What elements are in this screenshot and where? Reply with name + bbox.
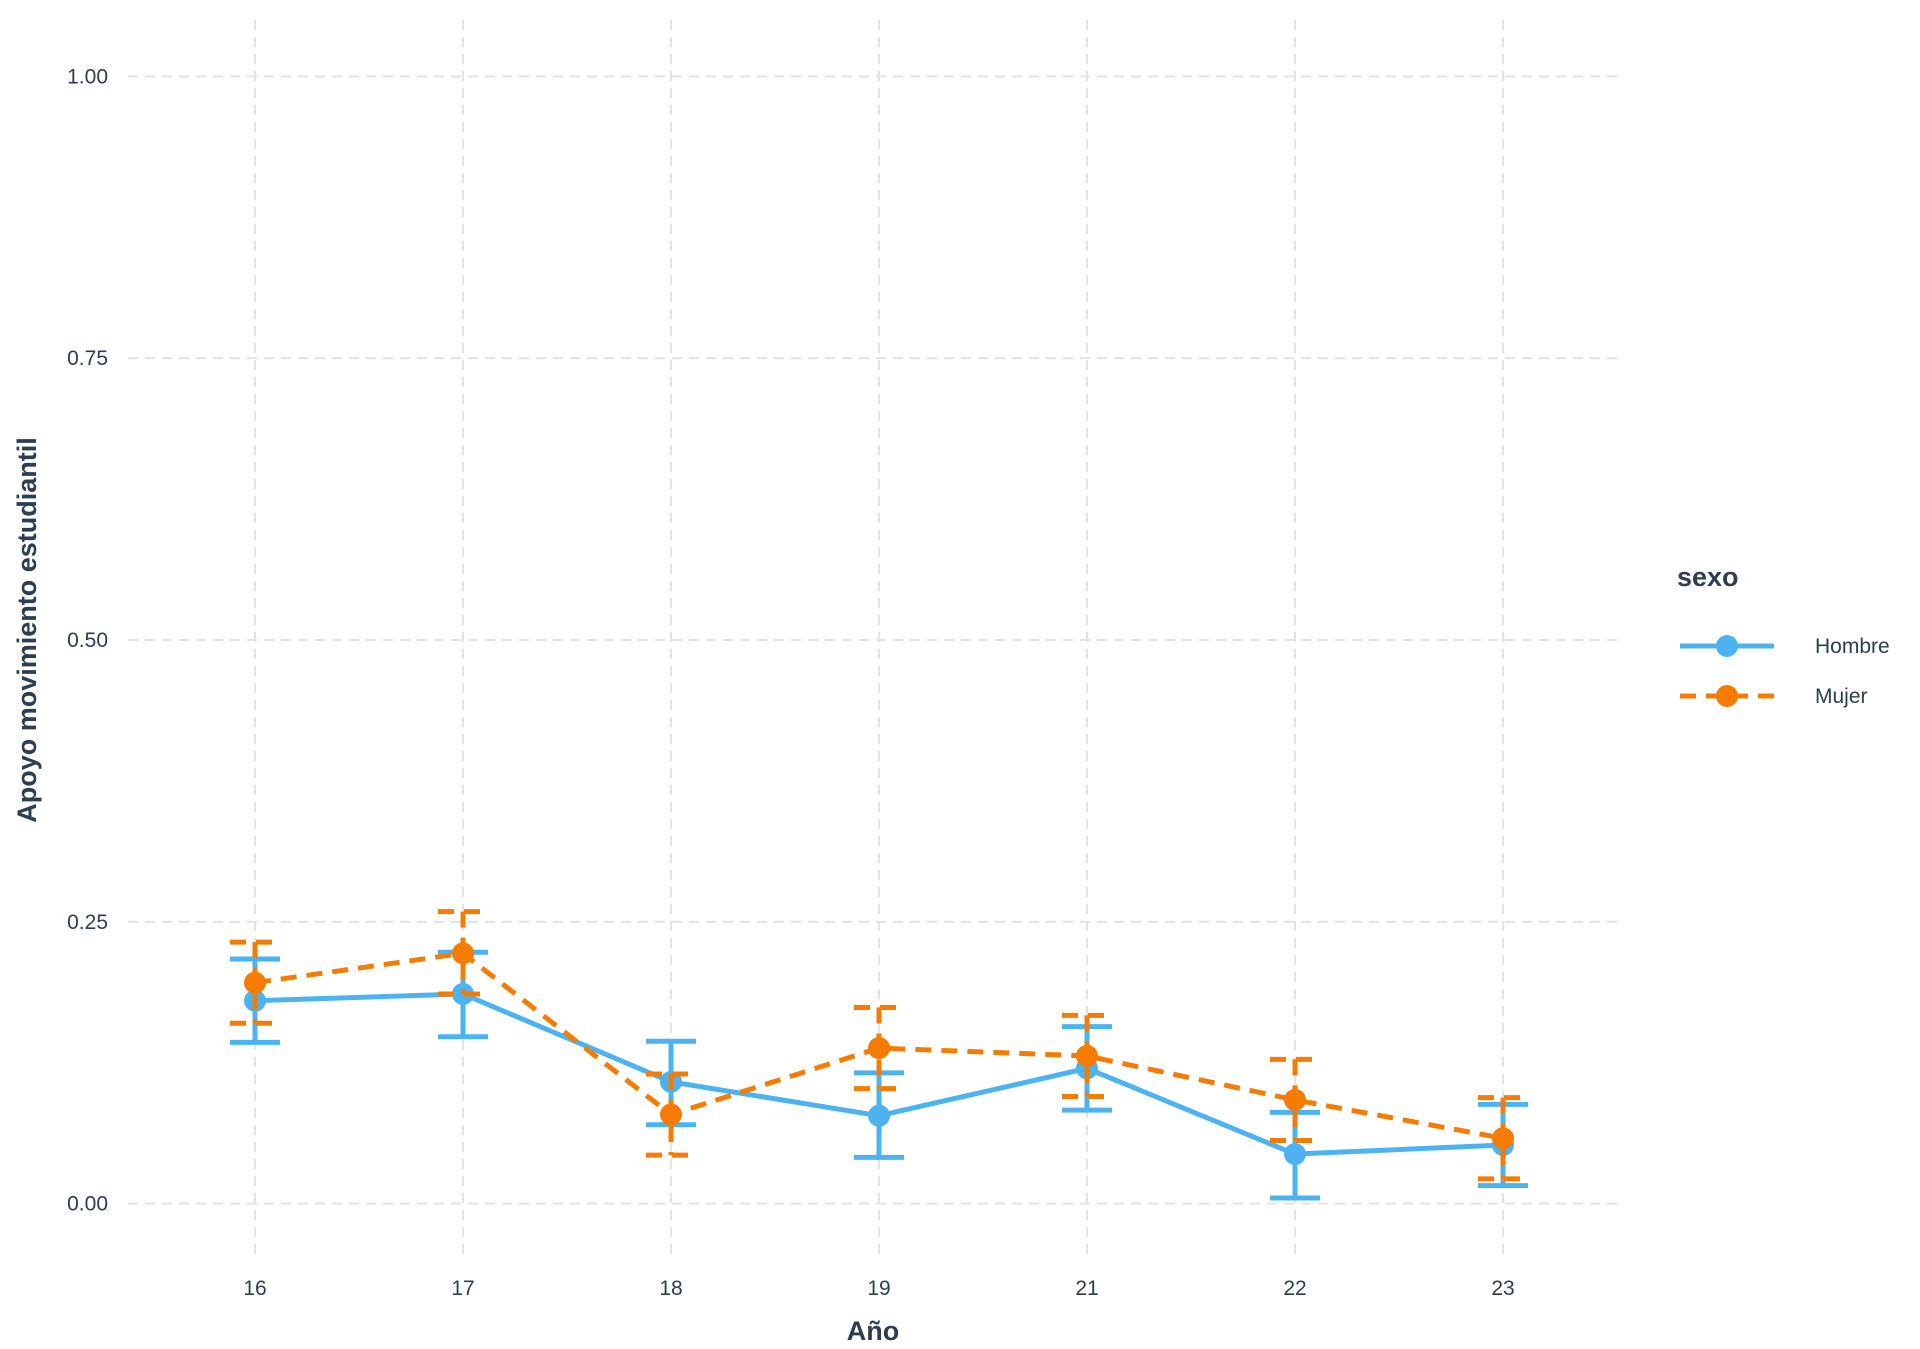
x-tick-label: 23 <box>1491 1277 1514 1300</box>
mujer-data-point <box>660 1103 682 1126</box>
x-axis-title: Año <box>847 1316 899 1344</box>
x-tick-label: 17 <box>451 1277 474 1300</box>
y-tick-label: 1.00 <box>67 65 108 88</box>
y-tick-label: 0.75 <box>67 347 108 370</box>
axes: Año Apoyo movimiento estudiantil 0.00 0.2… <box>12 65 1515 1346</box>
mujer-data-point <box>244 971 266 994</box>
legend-label: Hombre <box>1815 635 1890 658</box>
y-tick-label: 0.25 <box>67 911 108 934</box>
mujer-data-point <box>452 942 474 965</box>
x-tick-label: 21 <box>1075 1277 1098 1300</box>
hombre-data-point <box>868 1104 890 1127</box>
mujer-data-point <box>1076 1044 1098 1067</box>
y-tick-label: 0.50 <box>67 629 108 652</box>
grid <box>128 20 1618 1260</box>
legend-key-point <box>1716 635 1738 657</box>
hombre-data-point <box>1284 1143 1306 1166</box>
mujer-data-point <box>1492 1127 1514 1150</box>
mujer-data-point <box>868 1037 890 1060</box>
legend-key-point <box>1716 685 1738 707</box>
x-tick-label: 22 <box>1283 1277 1306 1300</box>
plot-area <box>230 909 1528 1201</box>
legend-title: sexo <box>1677 562 1739 592</box>
legend: sexo Hombre Mujer <box>1677 562 1890 708</box>
mujer-data-point <box>1284 1088 1306 1111</box>
x-tick-label: 19 <box>867 1277 890 1300</box>
x-tick-label: 16 <box>243 1277 266 1300</box>
y-axis-title: Apoyo movimiento estudiantil <box>12 437 42 823</box>
x-tick-label: 18 <box>659 1277 682 1300</box>
y-tick-label: 0.00 <box>67 1193 108 1216</box>
legend-label: Mujer <box>1815 685 1868 708</box>
